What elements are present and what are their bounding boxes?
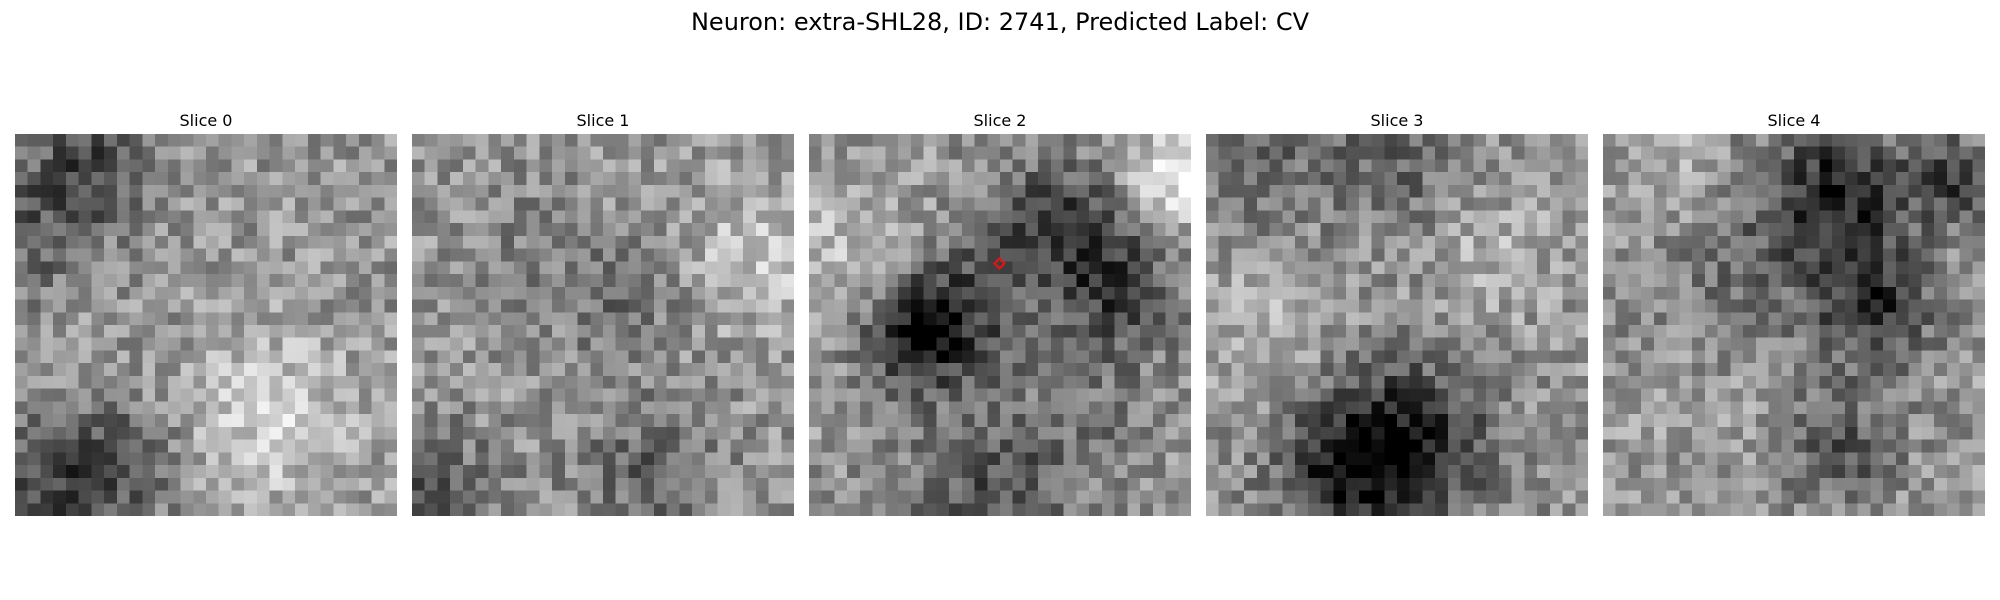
slice-panel-4: Slice 4: [1603, 108, 1985, 516]
slice-image: [412, 134, 794, 516]
slice-canvas: [412, 134, 794, 516]
figure-title: Neuron: extra-SHL28, ID: 2741, Predicted…: [690, 8, 1310, 36]
slice-title: Slice 0: [179, 111, 233, 130]
slice-canvas: [1603, 134, 1985, 516]
slice-image: [1603, 134, 1985, 516]
slice-canvas: [809, 134, 1191, 516]
slice-image: [809, 134, 1191, 516]
slice-panel-1: Slice 1: [412, 108, 794, 516]
slice-canvas: [1206, 134, 1588, 516]
slice-title: Slice 3: [1370, 111, 1424, 130]
slice-title: Slice 1: [576, 111, 630, 130]
slice-canvas: [15, 134, 397, 516]
slice-image: [1206, 134, 1588, 516]
slice-panel-3: Slice 3: [1206, 108, 1588, 516]
slice-image: [15, 134, 397, 516]
slice-title: Slice 2: [973, 111, 1027, 130]
slice-title: Slice 4: [1767, 111, 1821, 130]
slice-panel-2: Slice 2: [809, 108, 1191, 516]
slice-panel-0: Slice 0: [15, 108, 397, 516]
